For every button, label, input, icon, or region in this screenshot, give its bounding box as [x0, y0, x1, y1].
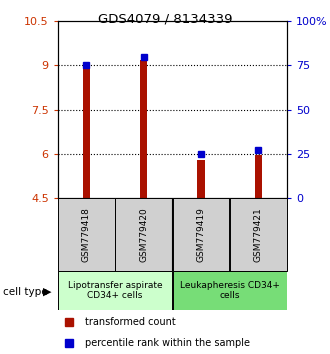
Text: ▶: ▶	[43, 287, 51, 297]
Text: GSM779418: GSM779418	[82, 207, 91, 262]
Text: GSM779421: GSM779421	[254, 207, 263, 262]
Bar	[230, 198, 287, 271]
Bar	[197, 160, 205, 198]
Text: GDS4079 / 8134339: GDS4079 / 8134339	[98, 12, 232, 25]
Bar	[115, 198, 172, 271]
Text: GSM779419: GSM779419	[197, 207, 206, 262]
Bar	[255, 155, 262, 198]
Bar	[140, 59, 148, 198]
Text: Lipotransfer aspirate
CD34+ cells: Lipotransfer aspirate CD34+ cells	[68, 281, 162, 300]
Text: percentile rank within the sample: percentile rank within the sample	[85, 338, 250, 348]
Text: Leukapheresis CD34+
cells: Leukapheresis CD34+ cells	[180, 281, 280, 300]
Bar	[173, 198, 229, 271]
Bar	[58, 271, 172, 310]
Bar	[173, 271, 287, 310]
Text: cell type: cell type	[3, 287, 48, 297]
Bar	[58, 198, 115, 271]
Text: GSM779420: GSM779420	[139, 207, 148, 262]
Text: transformed count: transformed count	[85, 317, 176, 327]
Bar	[83, 68, 90, 198]
